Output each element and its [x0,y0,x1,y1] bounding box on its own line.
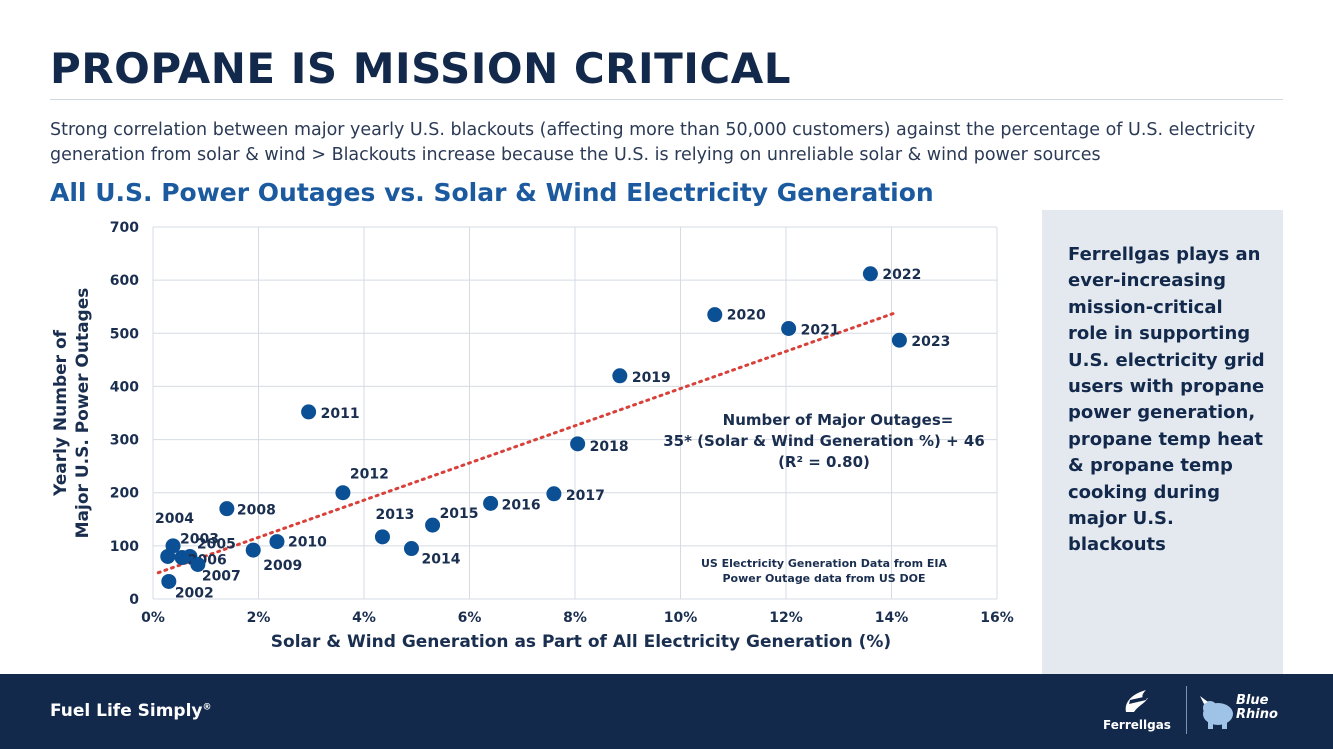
x-tick-label: 6% [458,610,482,626]
x-tick-label: 4% [352,610,376,626]
y-tick-label: 100 [110,539,139,555]
data-label-2021: 2021 [801,323,840,339]
source-line-2: Power Outage data from US DOE [722,572,925,585]
side-panel-text: Ferrellgas plays an ever-increasing miss… [1068,244,1265,556]
title-divider [50,99,1283,100]
data-point-2019 [612,368,628,384]
source-line-1: US Electricity Generation Data from EIA [701,557,948,570]
trendline-path [156,310,899,575]
blue-rhino-word-2: Rhino [1236,707,1278,722]
y-tick-label: 300 [110,433,139,449]
x-tick-label: 14% [875,610,909,626]
page-title: PROPANE IS MISSION CRITICAL [50,44,792,93]
equation-line-3: (R² = 0.80) [778,453,870,471]
data-label-2013: 2013 [375,507,414,523]
y-tick-label: 200 [110,486,139,502]
data-point-2017 [546,486,562,502]
equation-line-1: Number of Major Outages= [723,411,954,429]
data-point-2002 [161,573,177,589]
rhino-icon [1200,696,1233,729]
data-point-2023 [891,332,907,348]
data-label-2014: 2014 [421,552,460,568]
trendline [156,310,899,575]
data-point-2018 [570,436,586,452]
blue-rhino-logo: Blue Rhino [1198,686,1298,736]
x-tick-label: 0% [141,610,165,626]
y-axis-label-line-1: Yearly Number of [51,329,71,497]
equation-line-2: 35* (Solar & Wind Generation %) + 46 [663,432,985,450]
y-axis-label-line-2: Major U.S. Power Outages [73,288,93,539]
x-tick-label: 12% [769,610,803,626]
data-label-2022: 2022 [882,267,921,283]
data-point-2021 [781,321,797,337]
y-tick-label: 0 [129,592,139,608]
data-point-2015 [425,517,441,533]
data-point-2022 [862,266,878,282]
page-subtitle: Strong correlation between major yearly … [50,120,1256,165]
data-point-2011 [301,404,317,420]
data-point-2010 [269,534,285,550]
blue-rhino-word-1: Blue [1236,693,1269,708]
data-label-2011: 2011 [321,406,360,422]
footer-tagline: Fuel Life Simply® [50,701,212,721]
trend-equation: Number of Major Outages= 35* (Solar & Wi… [663,411,985,471]
data-point-2016 [483,495,499,511]
blue-rhino-wordmark: Blue Rhino [1236,694,1278,722]
data-label-2005: 2005 [197,536,236,552]
ferrellgas-flame-icon [1125,690,1148,712]
data-label-2008: 2008 [237,503,276,519]
logo-divider [1186,686,1187,734]
x-tick-label: 16% [980,610,1014,626]
data-label-2016: 2016 [502,497,541,513]
data-label-2010: 2010 [288,535,327,551]
data-source-note: US Electricity Generation Data from EIA … [701,557,948,585]
data-point-2007 [190,556,206,572]
data-label-2017: 2017 [566,488,605,504]
data-point-2009 [245,542,261,558]
tagline-text: Fuel Life Simply [50,701,203,721]
data-point-2008 [219,501,235,517]
data-label-2023: 2023 [911,334,950,350]
data-point-2014 [403,541,419,557]
x-tick-label: 2% [247,610,271,626]
chart-tick-labels: 0 100 200 300 400 500 600 700 0% 2% 4% 6% 8% 10% 12% 14… [110,220,1014,626]
chart-title: All U.S. Power Outages vs. Solar & Wind … [50,178,934,207]
x-tick-label: 10% [664,610,698,626]
chart-grid [152,226,998,600]
ferrellgas-logo: Ferrellgas [1102,684,1172,744]
data-point-2006 [160,548,176,564]
data-label-2002: 2002 [175,585,214,601]
ferrellgas-wordmark: Ferrellgas [1103,718,1171,732]
y-tick-label: 500 [110,326,139,342]
data-label-2019: 2019 [632,370,671,386]
side-panel: Ferrellgas plays an ever-increasing miss… [1042,210,1283,680]
footer-bar: Fuel Life Simply® Ferrellgas Blue Rhino [0,674,1333,749]
x-tick-label: 8% [563,610,587,626]
data-label-2020: 2020 [727,308,766,324]
data-label-2009: 2009 [263,558,302,574]
data-label-2012: 2012 [350,467,389,483]
y-tick-label: 400 [110,379,139,395]
y-tick-label: 600 [110,273,139,289]
data-label-2015: 2015 [440,506,479,522]
data-label-2003: 2003 [180,532,219,548]
y-tick-label: 700 [110,220,139,236]
data-label-2007: 2007 [202,568,241,584]
data-point-2020 [707,307,723,323]
registered-mark: ® [202,702,212,713]
data-label-2004: 2004 [155,511,194,527]
scatter-chart: 0 100 200 300 400 500 600 700 0% 2% 4% 6% 8% 10% 12% 14… [51,220,1014,652]
data-point-2012 [335,485,351,501]
data-points: 2002200320042005200620072008200920102011… [155,266,950,601]
data-label-2018: 2018 [590,439,629,455]
x-axis-label: Solar & Wind Generation as Part of All E… [271,632,891,652]
data-point-2013 [374,529,390,545]
